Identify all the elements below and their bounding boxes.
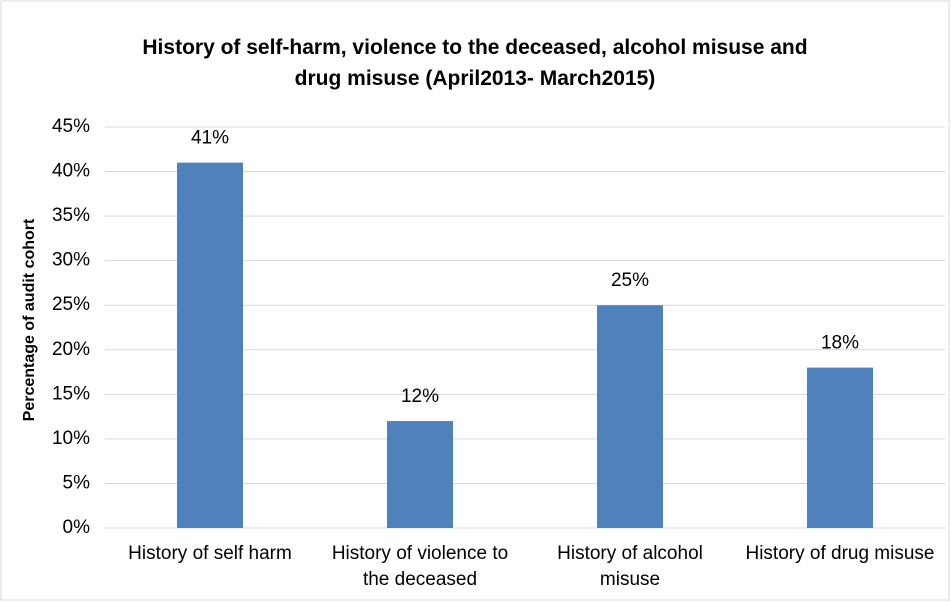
chart-title: History of self-harm, violence to the de…: [142, 36, 808, 90]
data-label: 18%: [821, 333, 859, 354]
y-tick-label: 20%: [52, 339, 90, 360]
y-tick-label: 0%: [63, 517, 91, 538]
bar: [177, 162, 243, 528]
data-label: 41%: [191, 128, 229, 149]
x-tick-label: History of drug misuse: [745, 543, 935, 564]
data-label: 25%: [611, 270, 649, 291]
bar: [597, 305, 663, 528]
y-axis-label: Percentage of audit cohort: [21, 218, 38, 421]
y-tick-label: 15%: [52, 383, 90, 404]
y-tick-label: 5%: [63, 472, 91, 493]
bar: [807, 367, 873, 528]
x-tick-label: History of alcohol misuse: [557, 543, 703, 590]
y-tick-label: 35%: [52, 205, 90, 226]
x-tick-label: History of self harm: [128, 543, 292, 564]
y-tick-label: 40%: [52, 161, 90, 182]
y-tick-label: 45%: [52, 116, 90, 137]
y-tick-label: 25%: [52, 294, 90, 315]
bar: [387, 421, 453, 528]
y-tick-label: 30%: [52, 250, 90, 271]
y-tick-label: 10%: [52, 428, 90, 449]
x-tick-label: History of violence to the deceased: [331, 543, 509, 590]
data-label: 12%: [401, 386, 439, 407]
